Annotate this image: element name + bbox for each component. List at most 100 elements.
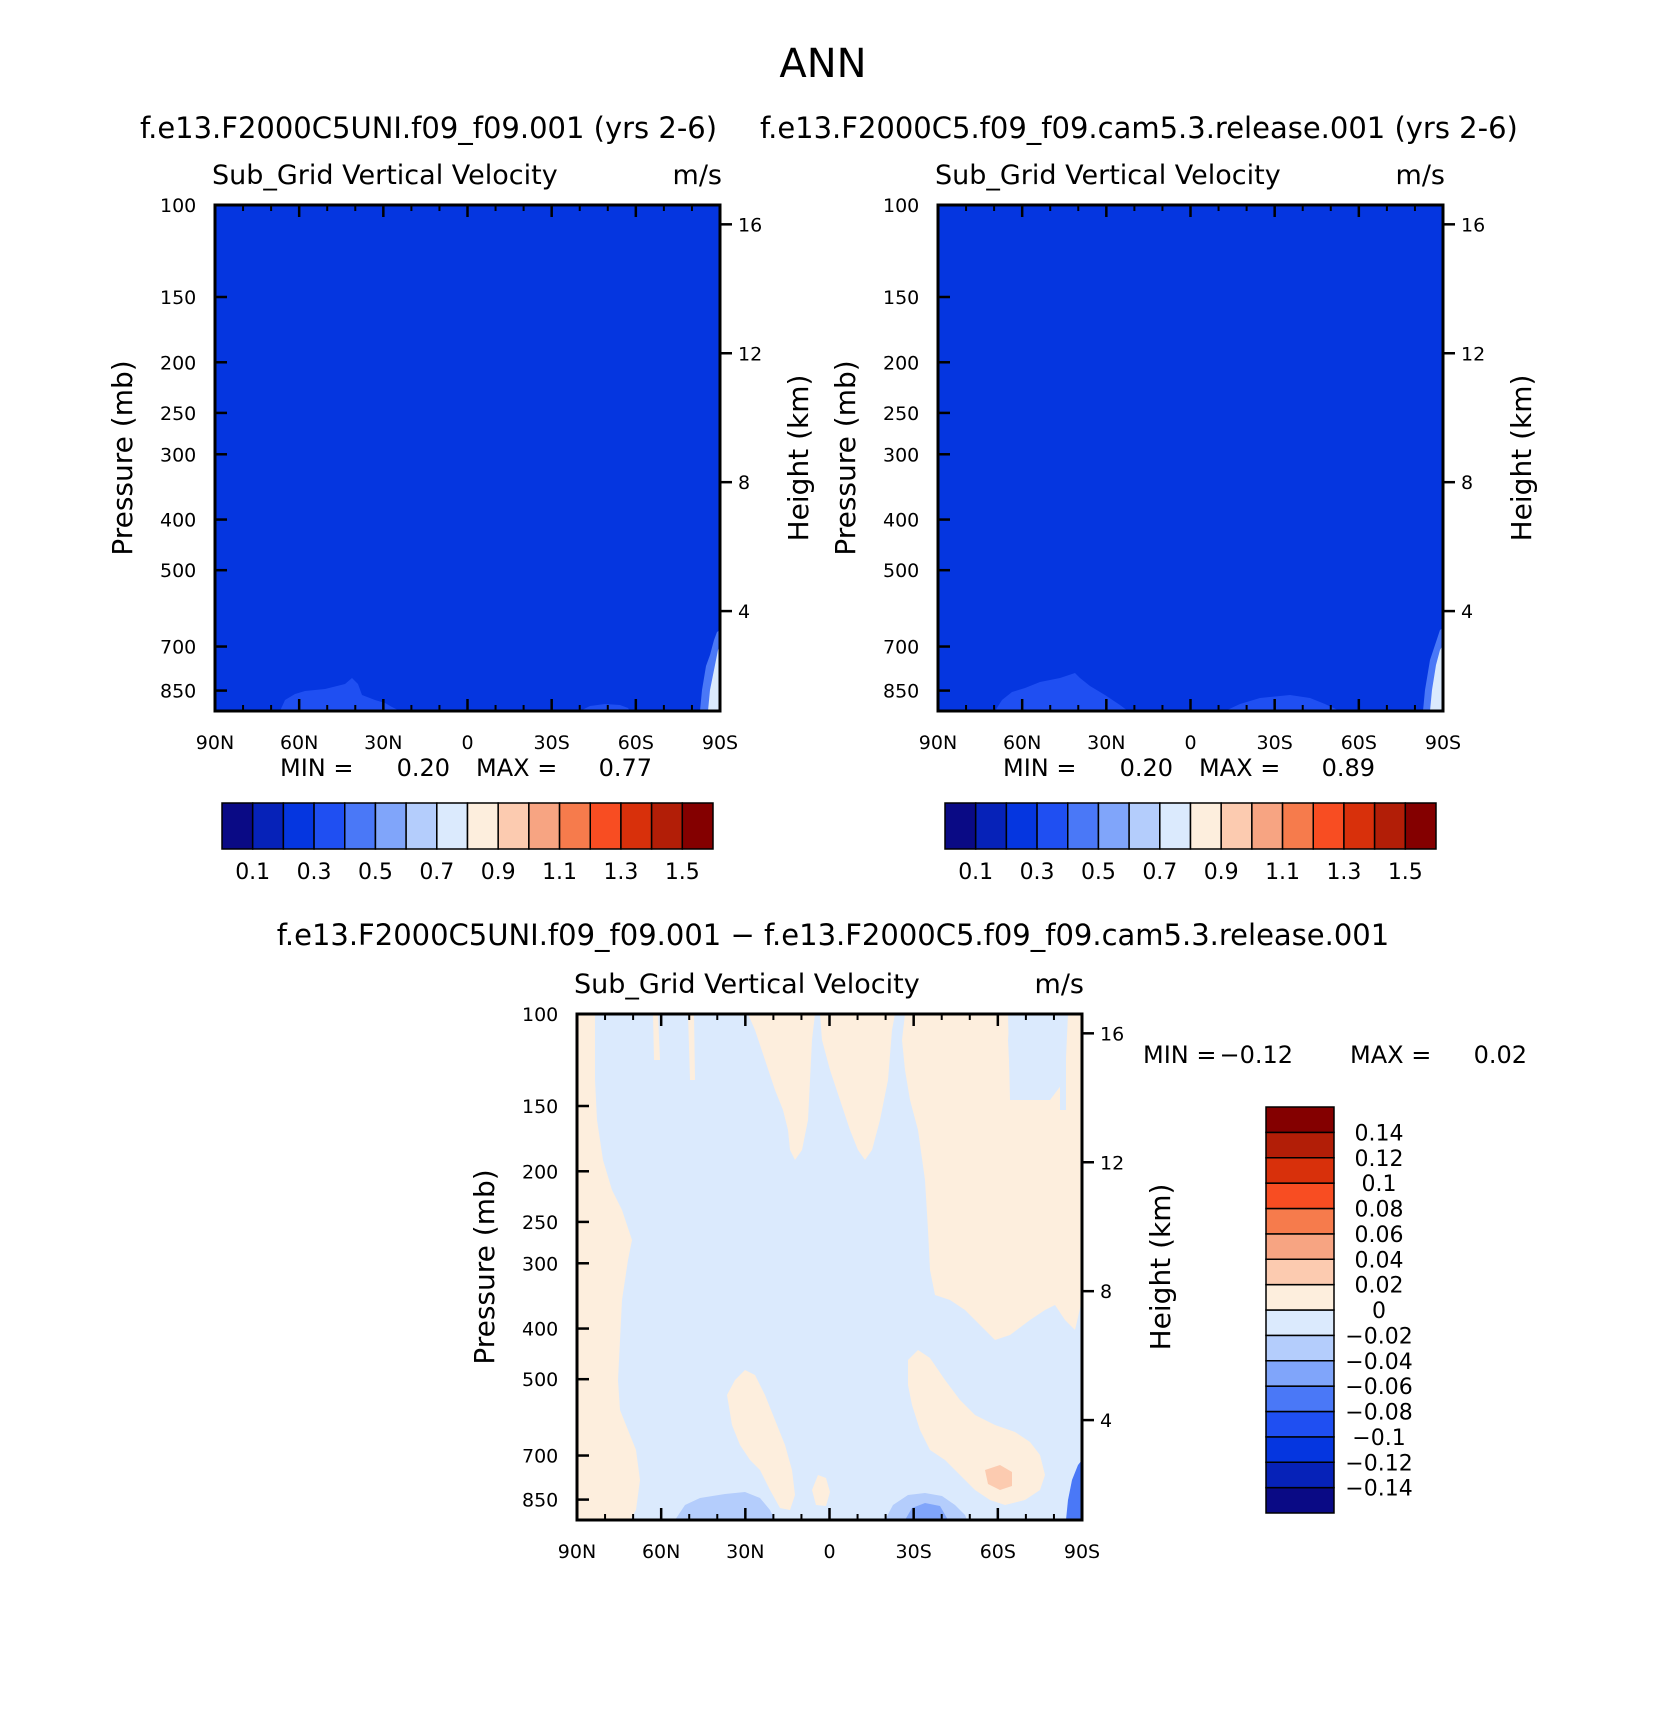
- colorbar-swatch: [1265, 1486, 1335, 1514]
- colorbar-swatch: [1265, 1436, 1335, 1463]
- colorbar-label: 1.1: [542, 860, 577, 885]
- panel-c-neg-surface-30n: [675, 1492, 775, 1520]
- panel-c-pos-south: [902, 1014, 1082, 1340]
- colorbar-label: −0.08: [1345, 1401, 1412, 1426]
- panel-a-min-label: MIN =: [280, 754, 353, 782]
- y-tick-label: 200: [522, 1161, 558, 1183]
- y2-tick-label: 12: [1461, 343, 1485, 365]
- x-tick-label: 30N: [1087, 732, 1125, 754]
- panel-a-y2label: Height (km): [782, 375, 815, 542]
- y-tick-label: 150: [883, 287, 919, 309]
- x-tick-label: 90N: [558, 1541, 596, 1563]
- panel-a-units: m/s: [673, 160, 722, 191]
- colorbar-swatch: [1281, 802, 1314, 850]
- colorbar-swatch: [344, 802, 377, 850]
- panel-b-max-label: MAX =: [1199, 754, 1280, 782]
- x-tick-label: 60S: [1341, 732, 1377, 754]
- panel-b: 90N 60N 30N 0 30S 60S 90S 100 150 200 250 300 400 500…: [829, 160, 1538, 885]
- colorbar-swatch: [558, 802, 591, 850]
- y-tick-label: 150: [522, 1096, 558, 1118]
- colorbar-label: 0.5: [1081, 860, 1116, 885]
- colorbar-label: 0.7: [419, 860, 454, 885]
- panel-b-background: [938, 205, 1443, 711]
- colorbar-swatch: [1265, 1233, 1335, 1260]
- colorbar-swatch: [1312, 802, 1345, 850]
- colorbar-label: −0.12: [1345, 1451, 1412, 1476]
- colorbar-swatch: [589, 802, 622, 850]
- colorbar-swatch: [405, 802, 438, 850]
- panel-c-pos-northpole: [577, 1014, 640, 1520]
- y2-tick-label: 16: [738, 214, 762, 236]
- colorbar-label: 0.04: [1355, 1248, 1404, 1273]
- y2-tick-label: 8: [1100, 1281, 1112, 1303]
- y-tick-label: 850: [160, 681, 196, 703]
- panel-c-pos-low-eq: [812, 1475, 830, 1506]
- x-tick-label: 30N: [726, 1541, 764, 1563]
- y2-tick-label: 8: [738, 472, 750, 494]
- x-tick-label: 30S: [896, 1541, 932, 1563]
- colorbar-label: 0.1: [1362, 1172, 1397, 1197]
- panel-c-ylabel: Pressure (mb): [468, 1169, 501, 1364]
- colorbar-label: 0.1: [235, 860, 270, 885]
- x-tick-label: 30S: [534, 732, 570, 754]
- y-tick-label: 100: [522, 1004, 558, 1026]
- panel-a-max-value: 0.77: [599, 754, 652, 782]
- colorbar-swatch: [1265, 1258, 1335, 1286]
- panel-b-contour-0.3: [995, 673, 1128, 711]
- y-tick-label: 700: [522, 1446, 558, 1468]
- x-tick-label: 0: [823, 1541, 835, 1563]
- colorbar-label: 1.3: [1326, 860, 1361, 885]
- colorbar-label: −0.06: [1345, 1375, 1412, 1400]
- colorbar-swatch: [528, 802, 561, 850]
- panel-a-axes: 90N 60N 30N 0 30S 60S 90S 100 150 200 250 300 400 500…: [160, 195, 762, 754]
- panel-a-min-value: 0.20: [397, 754, 450, 782]
- x-tick-label: 90N: [919, 732, 957, 754]
- colorbar-label: 0: [1372, 1299, 1386, 1324]
- y-tick-label: 250: [883, 403, 919, 425]
- colorbar-swatch: [497, 802, 530, 850]
- colorbar-swatch: [1265, 1309, 1335, 1337]
- panel-c-units: m/s: [1035, 969, 1084, 1000]
- y-tick-label: 500: [522, 1369, 558, 1391]
- colorbar-label: 0.3: [1020, 860, 1055, 885]
- panel-c-pos-streak-1: [653, 1014, 660, 1060]
- panel-c-pos-south-max: [985, 1465, 1012, 1490]
- panel-a: 90N 60N 30N 0 30S 60S 90S 100 150 200 250 300 400 500…: [106, 160, 815, 885]
- colorbar-swatch: [251, 802, 285, 850]
- panel-c-min-value: −0.12: [1219, 1041, 1293, 1069]
- colorbar-swatch: [1220, 802, 1253, 850]
- y2-tick-label: 12: [738, 343, 762, 365]
- y-tick-label: 100: [160, 195, 196, 217]
- colorbar-swatch: [944, 802, 977, 850]
- x-tick-label: 60N: [642, 1541, 680, 1563]
- panel-c-field: [577, 1014, 1082, 1520]
- colorbar-swatch: [974, 802, 1008, 850]
- colorbar-swatch: [1265, 1461, 1335, 1489]
- panel-c-max-value: 0.02: [1474, 1041, 1527, 1069]
- colorbar-label: 0.5: [358, 860, 393, 885]
- colorbar-label: −0.02: [1345, 1324, 1412, 1349]
- panel-a-field: [215, 205, 720, 711]
- y2-tick-label: 4: [1100, 1410, 1112, 1432]
- colorbar-label: 0.9: [1204, 860, 1239, 885]
- colorbar-label: 1.5: [1388, 860, 1423, 885]
- colorbar-swatch: [620, 802, 653, 850]
- panel-b-case-title: f.e13.F2000C5.f09_f09.cam5.3.release.001…: [760, 111, 1518, 145]
- panel-b-max-value: 0.89: [1322, 754, 1375, 782]
- y-tick-label: 400: [160, 510, 196, 532]
- colorbar-swatch: [1265, 1360, 1335, 1387]
- colorbar-swatch: [1251, 802, 1284, 850]
- y-tick-label: 400: [522, 1319, 558, 1341]
- colorbar-label: 0.14: [1355, 1121, 1404, 1146]
- panel-a-case-title: f.e13.F2000C5UNI.f09_f09.001 (yrs 2-6): [140, 111, 717, 145]
- x-tick-label: 90S: [702, 732, 738, 754]
- x-tick-label: 60N: [1003, 732, 1041, 754]
- panel-c-pos-upper-eq: [820, 1014, 895, 1160]
- y-tick-label: 850: [522, 1490, 558, 1512]
- colorbar-swatch: [1067, 802, 1100, 850]
- panel-c-neg-streak-c: [1060, 1014, 1066, 1110]
- y-tick-label: 700: [883, 637, 919, 659]
- panel-a-contour-pole-2: [708, 645, 720, 711]
- colorbar-swatch: [1265, 1182, 1335, 1210]
